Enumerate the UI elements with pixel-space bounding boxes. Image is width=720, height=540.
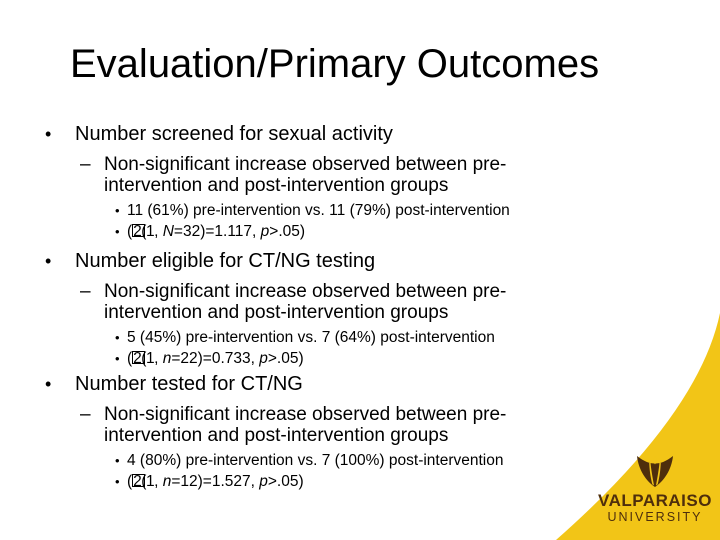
section-heading: Number tested for CT/NG xyxy=(75,373,303,395)
stat-text: 11 (61%) pre-intervention vs. 11 (79%) p… xyxy=(127,202,510,219)
chi-square-line: • (2(1, n=22)=0.733, p>.05) xyxy=(115,348,660,369)
sub-point-row: – Non-significant increase observed betw… xyxy=(80,281,660,323)
section-heading-row: • Number tested for CT/NG xyxy=(45,370,660,398)
outcome-section-eligible: • Number eligible for CT/NG testing – No… xyxy=(0,247,660,369)
dash-icon: – xyxy=(80,281,91,302)
chi-square-line: • (2(1, n=12)=1.527, p>.05) xyxy=(115,471,660,492)
bullet-icon: • xyxy=(45,124,52,144)
missing-glyph-box xyxy=(132,351,146,364)
dash-icon: – xyxy=(80,404,91,425)
missing-glyph-box xyxy=(132,224,146,237)
bullet-icon: • xyxy=(115,203,120,218)
sub-point-line: intervention and post-intervention group… xyxy=(104,302,449,323)
stat-text: 4 (80%) pre-intervention vs. 7 (100%) po… xyxy=(127,452,504,469)
sub-point-row: – Non-significant increase observed betw… xyxy=(80,154,660,196)
bullet-icon: • xyxy=(115,474,120,489)
gold-corner-decoration xyxy=(556,313,720,540)
sub-point-text: Non-significant increase observed betwee… xyxy=(104,404,506,446)
sub-point-text: Non-significant increase observed betwee… xyxy=(104,281,506,323)
section-heading-row: • Number screened for sexual activity xyxy=(45,120,660,148)
bullet-icon: • xyxy=(115,224,120,239)
outcome-section-screened: • Number screened for sexual activity – … xyxy=(0,120,660,242)
sub-point-line: intervention and post-intervention group… xyxy=(104,175,449,196)
sub-point-row: – Non-significant increase observed betw… xyxy=(80,404,660,446)
logo-wordmark: VALPARAISO xyxy=(598,491,712,510)
slide-title: Evaluation/Primary Outcomes xyxy=(70,42,600,86)
stat-bullet-line: • 5 (45%) pre-intervention vs. 7 (64%) p… xyxy=(115,327,660,348)
chi-square-text: (2(1, N=32)=1.117, p>.05) xyxy=(127,223,306,240)
logo-subwordmark: UNIVERSITY xyxy=(607,510,703,524)
section-heading: Number screened for sexual activity xyxy=(75,123,393,145)
bullet-icon: • xyxy=(45,251,52,271)
sub-point-line: Non-significant increase observed betwee… xyxy=(104,404,507,425)
section-heading: Number eligible for CT/NG testing xyxy=(75,250,376,272)
sub-point-line: Non-significant increase observed betwee… xyxy=(104,154,507,175)
stat-text: 5 (45%) pre-intervention vs. 7 (64%) pos… xyxy=(127,329,495,346)
missing-glyph-box xyxy=(132,474,146,487)
sub-point-line: intervention and post-intervention group… xyxy=(104,425,449,446)
outcome-section-tested: • Number tested for CT/NG – Non-signific… xyxy=(0,370,660,492)
stat-bullet-line: • 4 (80%) pre-intervention vs. 7 (100%) … xyxy=(115,450,660,471)
bullet-icon: • xyxy=(115,351,120,366)
bullet-icon: • xyxy=(115,330,120,345)
sub-point-line: Non-significant increase observed betwee… xyxy=(104,281,507,302)
bullet-icon: • xyxy=(115,453,120,468)
section-heading-row: • Number eligible for CT/NG testing xyxy=(45,247,660,275)
bullet-icon: • xyxy=(45,374,52,394)
chi-square-text: (2(1, n=22)=0.733, p>.05) xyxy=(127,350,304,367)
valparaiso-shield-icon xyxy=(637,456,673,487)
sub-point-text: Non-significant increase observed betwee… xyxy=(104,154,506,196)
chi-square-text: (2(1, n=12)=1.527, p>.05) xyxy=(127,473,304,490)
valparaiso-logo: VALPARAISO UNIVERSITY xyxy=(592,456,718,525)
stat-bullet-line: • 11 (61%) pre-intervention vs. 11 (79%)… xyxy=(115,200,660,221)
dash-icon: – xyxy=(80,154,91,175)
chi-square-line: • (2(1, N=32)=1.117, p>.05) xyxy=(115,221,660,242)
